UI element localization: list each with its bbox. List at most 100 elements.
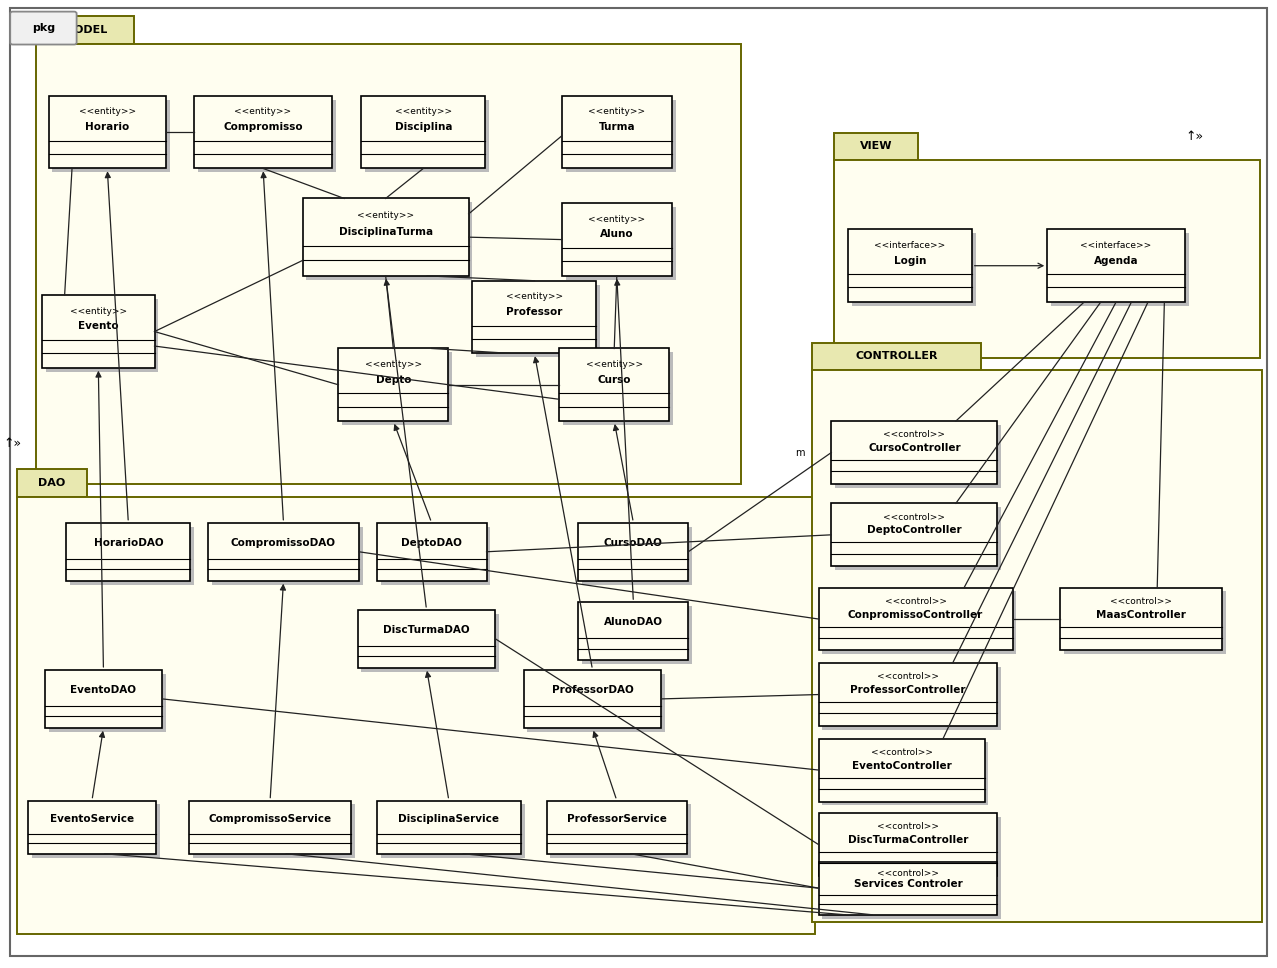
Text: <<entity>>: <<entity>>	[589, 107, 645, 116]
Text: DiscTurmaDAO: DiscTurmaDAO	[383, 625, 470, 635]
Text: <<entity>>: <<entity>>	[70, 307, 126, 316]
Bar	[582, 606, 692, 664]
Text: <<control>>: <<control>>	[884, 431, 945, 439]
Text: <<entity>>: <<entity>>	[79, 107, 135, 116]
Bar	[36, 16, 134, 44]
Text: EventoService: EventoService	[50, 814, 134, 824]
Text: <<entity>>: <<entity>>	[395, 107, 452, 116]
Text: DeptoDAO: DeptoDAO	[401, 538, 462, 548]
Text: CONTROLLER: CONTROLLER	[856, 351, 937, 361]
Bar	[342, 352, 452, 425]
Text: <<control>>: <<control>>	[877, 868, 939, 878]
Text: Evento: Evento	[78, 321, 119, 331]
Bar	[70, 527, 194, 585]
Text: DisciplinaTurma: DisciplinaTurma	[338, 227, 433, 237]
Text: EventoController: EventoController	[852, 761, 951, 771]
Text: CompromissoDAO: CompromissoDAO	[231, 538, 336, 548]
Text: ProfessorDAO: ProfessorDAO	[552, 685, 633, 695]
Bar	[852, 233, 976, 306]
Bar	[45, 670, 162, 728]
Bar	[527, 674, 665, 732]
Text: EventoDAO: EventoDAO	[70, 685, 137, 695]
Text: HorarioDAO: HorarioDAO	[93, 538, 163, 548]
Bar	[66, 523, 190, 581]
Bar	[822, 865, 1001, 919]
Bar	[578, 523, 688, 581]
Text: ProfessorService: ProfessorService	[567, 814, 667, 824]
Bar	[831, 503, 997, 566]
Bar	[550, 804, 691, 858]
Text: <<entity>>: <<entity>>	[586, 360, 642, 369]
Text: CursoController: CursoController	[868, 443, 960, 453]
Bar	[303, 198, 469, 276]
Text: <<control>>: <<control>>	[871, 748, 932, 757]
Text: <<entity>>: <<entity>>	[358, 211, 414, 220]
Bar	[46, 299, 158, 372]
Bar	[819, 813, 997, 876]
Bar	[1047, 229, 1185, 302]
Bar	[582, 527, 692, 585]
Bar	[361, 614, 499, 672]
Text: Compromisso: Compromisso	[223, 122, 303, 132]
Bar	[17, 469, 87, 497]
Bar	[377, 801, 521, 854]
Text: <<control>>: <<control>>	[885, 597, 946, 606]
Text: <<interface>>: <<interface>>	[875, 241, 945, 250]
Text: ↑»: ↑»	[4, 438, 22, 450]
Bar	[472, 281, 596, 353]
Bar	[563, 352, 673, 425]
FancyBboxPatch shape	[10, 12, 77, 45]
Text: <<control>>: <<control>>	[877, 823, 939, 832]
Text: <<control>>: <<control>>	[877, 673, 939, 681]
Bar	[338, 348, 448, 421]
Bar	[358, 610, 495, 668]
Text: CursoDAO: CursoDAO	[604, 538, 663, 548]
Text: DAO: DAO	[38, 478, 65, 488]
Text: ProfessorController: ProfessorController	[850, 685, 965, 695]
Bar	[1060, 588, 1222, 650]
Text: <<entity>>: <<entity>>	[589, 215, 645, 224]
Bar	[198, 100, 336, 172]
Bar	[819, 663, 997, 726]
Text: pkg: pkg	[32, 23, 55, 33]
Text: <<interface>>: <<interface>>	[1080, 241, 1152, 250]
Bar	[208, 523, 359, 581]
Bar	[42, 295, 155, 368]
Bar	[822, 742, 988, 805]
Text: DeptoController: DeptoController	[867, 526, 962, 535]
Bar	[189, 801, 351, 854]
Bar	[32, 804, 160, 858]
Text: Services Controler: Services Controler	[853, 879, 963, 890]
Bar	[819, 588, 1013, 650]
Bar	[365, 100, 489, 172]
Bar	[377, 523, 487, 581]
Text: Aluno: Aluno	[600, 229, 633, 239]
Bar	[49, 96, 166, 168]
Bar	[193, 804, 355, 858]
Text: Curso: Curso	[598, 375, 631, 384]
Text: Professor: Professor	[506, 307, 563, 317]
Bar	[381, 527, 490, 585]
Bar	[819, 862, 997, 915]
Bar	[49, 674, 166, 732]
Bar	[36, 44, 741, 484]
Bar	[52, 100, 170, 172]
Bar	[1051, 233, 1189, 306]
Bar	[822, 667, 1001, 730]
Bar	[819, 739, 985, 802]
Bar	[361, 96, 485, 168]
Text: MODEL: MODEL	[63, 25, 107, 35]
Bar	[194, 96, 332, 168]
Bar	[822, 817, 1001, 880]
Bar	[1064, 591, 1226, 654]
Bar	[822, 591, 1016, 654]
Bar	[578, 602, 688, 660]
Bar	[17, 497, 815, 934]
Text: <<control>>: <<control>>	[1110, 597, 1172, 606]
Text: <<entity>>: <<entity>>	[365, 360, 421, 369]
Text: DiscTurmaController: DiscTurmaController	[848, 835, 968, 845]
Bar	[834, 160, 1260, 358]
Text: Horario: Horario	[86, 122, 129, 132]
Bar	[524, 670, 661, 728]
Bar	[306, 202, 472, 280]
